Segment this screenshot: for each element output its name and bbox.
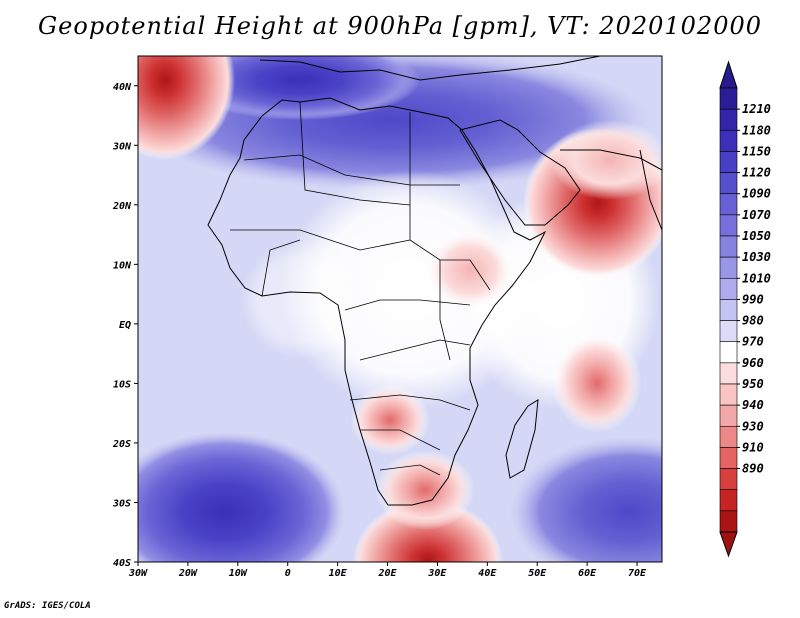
lat-tick-label: 40N (113, 82, 132, 93)
lat-tick-label: 40S (113, 558, 131, 569)
colorbar-segment (719, 87, 738, 110)
lat-tick-label: 20N (112, 201, 132, 212)
colorbar-segment (719, 151, 738, 173)
madagascar-coast (505, 399, 539, 479)
colorbar-segment (719, 299, 738, 321)
colorbar-segment (719, 320, 738, 343)
high-indian-south (510, 437, 662, 562)
colorbar-segment (719, 277, 738, 300)
colorbar-segment (719, 235, 738, 258)
colorbar-label: 970 (742, 335, 764, 349)
lon-tick-label: 50E (528, 568, 547, 579)
coastlines (207, 56, 662, 506)
colorbar-segment (719, 425, 738, 448)
colorbar-label: 890 (742, 462, 764, 476)
colorbar-segment (719, 510, 738, 533)
lon-tick-label: 30W (128, 568, 148, 579)
country-borders (230, 101, 491, 476)
map-title: Geopotential Height at 900hPa [gpm], VT:… (38, 12, 762, 40)
colorbar-segment (719, 447, 738, 469)
colorbar-label: 1070 (742, 208, 771, 222)
europe-coast (259, 56, 601, 81)
asia-coast (560, 149, 662, 171)
colorbar-segment (719, 214, 738, 237)
colorbar-label: 1010 (742, 271, 771, 285)
colorbar-label: 1090 (742, 187, 771, 201)
lat-tick-label: 30S (112, 498, 131, 509)
lat-tick-label: 10S (113, 379, 131, 390)
colorbar-label: 1030 (742, 250, 771, 264)
colorbar-segment (719, 256, 738, 279)
lat-tick-label: 30N (112, 141, 132, 152)
colorbar-label: 930 (742, 419, 764, 433)
colorbar-segment (719, 404, 738, 427)
lon-tick-label: 70E (628, 568, 647, 579)
low-indian-ocean (552, 333, 642, 433)
lon-tick-label: 0 (285, 568, 291, 579)
axis-labels: 30W 20W 10W 0 10E 20E 30E 40E 50E 60E 70E 40N 30N 20N… (112, 82, 647, 579)
africa-coast (207, 97, 547, 506)
lat-tick-label: EQ (119, 320, 131, 331)
colorbar-segment (719, 129, 738, 152)
plot-frame (137, 55, 663, 563)
lon-tick-label: 20E (377, 568, 397, 579)
colorbar-segment (719, 383, 738, 406)
lon-tick-label: 10W (229, 568, 248, 579)
colorbar-label: 1210 (742, 102, 771, 116)
colorbar-bottom-arrow (719, 531, 738, 558)
lon-tick-label: 30E (427, 568, 447, 579)
low-north-atlantic (138, 56, 235, 160)
colorbar-segment (719, 193, 738, 216)
colorbar-top-arrow (719, 60, 738, 89)
footer-credit: GrADS: IGES/COLA (4, 601, 91, 611)
colorbar-segment (719, 172, 738, 195)
mediterranean-high (180, 56, 420, 120)
arabia-coast (459, 119, 581, 226)
high-atlantic-south (138, 432, 345, 562)
colorbar-label: 980 (742, 314, 764, 328)
colorbar-label: 950 (742, 377, 764, 391)
colorbar-segment (719, 468, 738, 491)
lat-tick-label: 20S (112, 439, 131, 450)
colorbar: 1210 1180 1150 1120 1090 1070 1050 1030 1010 990 9… (719, 60, 771, 558)
colorbar-segment (719, 362, 738, 385)
lon-tick-label: 60E (578, 568, 597, 579)
contour-field (138, 56, 662, 562)
colorbar-segment (719, 108, 738, 131)
axis-ticks (134, 85, 638, 566)
colorbar-segment (719, 489, 738, 512)
colorbar-label: 960 (742, 356, 764, 370)
colorbar-label: 1120 (742, 166, 771, 180)
colorbar-label: 910 (742, 440, 764, 454)
colorbar-label: 1050 (742, 229, 771, 243)
colorbar-segment (719, 341, 738, 364)
lon-tick-label: 20W (178, 568, 198, 579)
colorbar-label: 990 (742, 292, 764, 306)
colorbar-label: 1150 (742, 144, 771, 158)
colorbar-label: 1180 (742, 123, 771, 137)
india-coast (639, 149, 662, 231)
colorbar-label: 940 (742, 398, 764, 412)
lat-tick-label: 10N (113, 260, 132, 271)
lon-tick-label: 10E (329, 568, 348, 579)
lon-tick-label: 40E (478, 568, 497, 579)
